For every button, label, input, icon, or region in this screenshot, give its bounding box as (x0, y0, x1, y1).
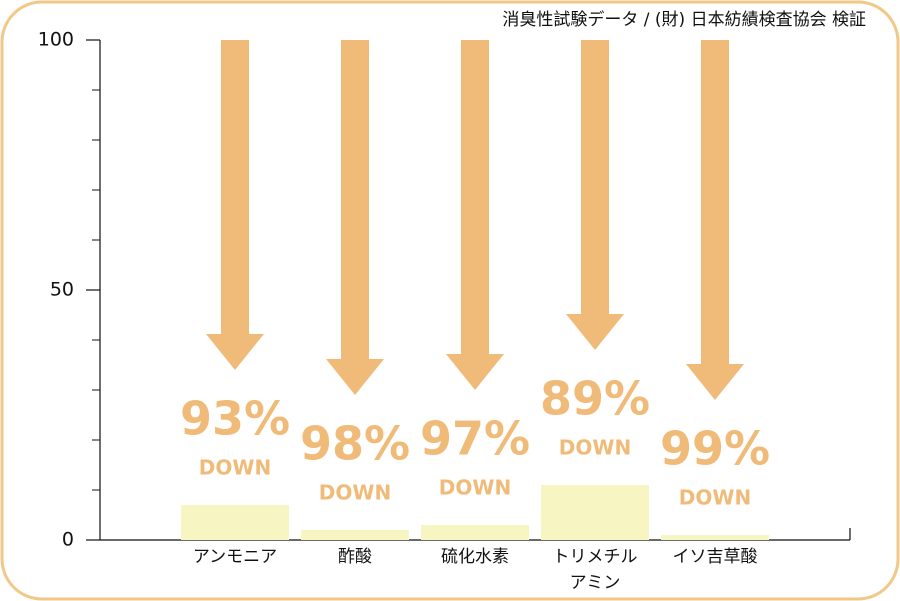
down-arrow (206, 40, 264, 370)
down-label: DOWN (199, 456, 271, 480)
x-tick-label: アンモニア (192, 547, 278, 567)
bar (661, 535, 769, 540)
down-label: DOWN (559, 436, 631, 460)
x-tick-label: トリメチルアミン (552, 547, 638, 593)
bar (301, 530, 409, 540)
bar (541, 485, 649, 540)
bar (181, 505, 289, 540)
x-tick-label: イソ吉草酸 (672, 547, 758, 567)
down-arrow (686, 40, 744, 400)
y-tick-label: 0 (62, 529, 74, 551)
down-label: DOWN (319, 481, 391, 505)
x-tick-label: 硫化水素 (441, 547, 509, 567)
y-tick-label: 50 (50, 279, 74, 301)
down-arrow (326, 40, 384, 395)
y-tick-label: 100 (38, 29, 74, 51)
bar (421, 525, 529, 540)
reduction-label: 93% (180, 392, 290, 446)
down-label: DOWN (679, 486, 751, 510)
reduction-label: 98% (300, 417, 410, 471)
reduction-label: 97% (420, 412, 530, 466)
down-arrow (446, 40, 504, 390)
chart-title: 消臭性試験データ / (財) 日本紡績検査協会 検証 (502, 9, 866, 30)
reduction-label: 99% (660, 422, 770, 476)
down-label: DOWN (439, 476, 511, 500)
x-tick-label: 酢酸 (338, 547, 372, 567)
down-arrow (566, 40, 624, 350)
reduction-label: 89% (540, 372, 650, 426)
